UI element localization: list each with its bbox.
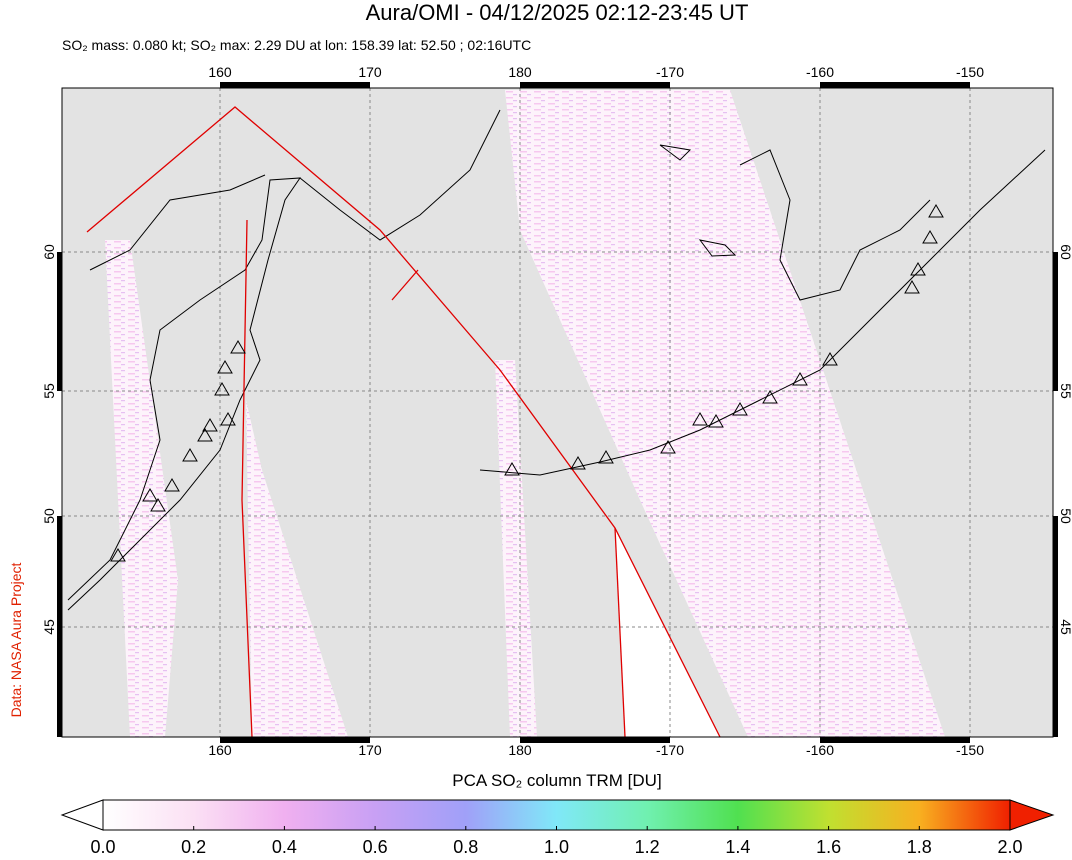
lat-label-left: 50 bbox=[41, 508, 57, 524]
lon-label-bottom: 180 bbox=[508, 742, 532, 758]
map-border bbox=[57, 82, 1058, 743]
volcano bbox=[762, 390, 778, 404]
colorbar-tick-label: 1.8 bbox=[907, 837, 932, 855]
colorbar-tick-label: 0.8 bbox=[453, 837, 478, 855]
lon-label-top: 180 bbox=[508, 64, 532, 80]
colorbar-ticks: 0.0 0.2 0.4 0.6 0.8 1.0 1.2 1.4 1.6 1.8 2.0 bbox=[90, 826, 1023, 857]
volcano bbox=[570, 456, 586, 470]
lat-label-left: 60 bbox=[41, 244, 57, 260]
colorbar-label: PCA SO₂ column TRM [DU] bbox=[452, 771, 661, 790]
volcano bbox=[230, 340, 246, 354]
colorbar-low-arrow bbox=[60, 799, 104, 831]
colorbar-tick-label: 1.0 bbox=[544, 837, 569, 855]
lat-label-left: 45 bbox=[41, 619, 57, 635]
swath bbox=[246, 400, 348, 737]
border-stripe bbox=[57, 516, 62, 627]
volcano bbox=[164, 478, 180, 492]
lon-label-bottom: -150 bbox=[956, 742, 984, 758]
lon-label-bottom: 170 bbox=[358, 742, 382, 758]
volcano bbox=[692, 412, 708, 426]
border-stripe bbox=[1053, 252, 1058, 391]
volcano bbox=[197, 428, 213, 442]
colorbar-tick-label: 1.6 bbox=[816, 837, 841, 855]
volcano bbox=[904, 280, 920, 294]
lon-label-bottom: -170 bbox=[656, 742, 684, 758]
colorbar-high-arrow bbox=[1009, 799, 1055, 831]
title: Aura/OMI - 04/12/2025 02:12-23:45 UT bbox=[366, 0, 749, 25]
border-stripe bbox=[820, 82, 970, 88]
volcano bbox=[217, 360, 233, 374]
volcano bbox=[202, 418, 218, 432]
lat-label-right: 60 bbox=[1058, 244, 1072, 260]
axis-labels: 160 160 170 170 180 180 -170 -170 -160 -160 -150 -1… bbox=[41, 64, 1072, 758]
border-stripe bbox=[520, 737, 670, 743]
volcano-markers bbox=[110, 204, 944, 562]
volcano bbox=[142, 488, 158, 502]
volcano bbox=[792, 372, 808, 386]
border-stripe bbox=[1053, 627, 1058, 737]
volcano bbox=[922, 230, 938, 244]
volcano bbox=[598, 450, 614, 464]
volcano bbox=[110, 548, 126, 562]
volcano bbox=[928, 204, 944, 218]
border-stripe bbox=[220, 82, 370, 88]
colorbar-tick-label: 0.4 bbox=[272, 837, 297, 855]
lon-label-bottom: 160 bbox=[208, 742, 232, 758]
colorbar bbox=[102, 799, 1011, 831]
lon-label-top: -150 bbox=[956, 64, 984, 80]
credit: Data: NASA Aura Project bbox=[8, 562, 24, 717]
graticule bbox=[62, 88, 1053, 737]
orbit-track bbox=[86, 106, 721, 737]
colorbar-tick-label: 0.0 bbox=[90, 837, 115, 855]
volcano bbox=[182, 448, 198, 462]
lat-label-right: 45 bbox=[1058, 619, 1072, 635]
border-stripe bbox=[220, 737, 370, 743]
lat-label-right: 55 bbox=[1058, 383, 1072, 399]
map bbox=[62, 88, 1053, 737]
volcano bbox=[214, 382, 230, 396]
border-stripe bbox=[520, 82, 670, 88]
colorbar-tick-label: 0.2 bbox=[181, 837, 206, 855]
border-stripe bbox=[820, 737, 970, 743]
volcano bbox=[150, 498, 166, 512]
volcano bbox=[708, 414, 724, 428]
colorbar-tick-label: 0.6 bbox=[363, 837, 388, 855]
lon-label-bottom: -160 bbox=[806, 742, 834, 758]
subtitle: SO₂ mass: 0.080 kt; SO₂ max: 2.29 DU at … bbox=[62, 37, 531, 53]
colorbar-tick-label: 1.4 bbox=[725, 837, 750, 855]
volcano bbox=[660, 440, 676, 454]
border-stripe bbox=[1053, 516, 1058, 627]
volcano bbox=[220, 412, 236, 426]
lat-label-right: 50 bbox=[1058, 508, 1072, 524]
border-stripe bbox=[57, 252, 62, 391]
swath bbox=[105, 240, 178, 737]
lon-label-top: -170 bbox=[656, 64, 684, 80]
colorbar-tick-label: 1.2 bbox=[635, 837, 660, 855]
volcano bbox=[910, 262, 926, 276]
lon-label-top: 160 bbox=[208, 64, 232, 80]
volcano bbox=[504, 462, 520, 476]
lat-label-left: 55 bbox=[41, 383, 57, 399]
volcano bbox=[732, 402, 748, 416]
lon-label-top: -160 bbox=[806, 64, 834, 80]
volcano bbox=[822, 352, 838, 366]
lon-label-top: 170 bbox=[358, 64, 382, 80]
colorbar-tick-label: 2.0 bbox=[997, 837, 1022, 855]
coastline bbox=[67, 109, 1046, 611]
border-stripe bbox=[57, 627, 62, 737]
swath bbox=[495, 360, 537, 737]
